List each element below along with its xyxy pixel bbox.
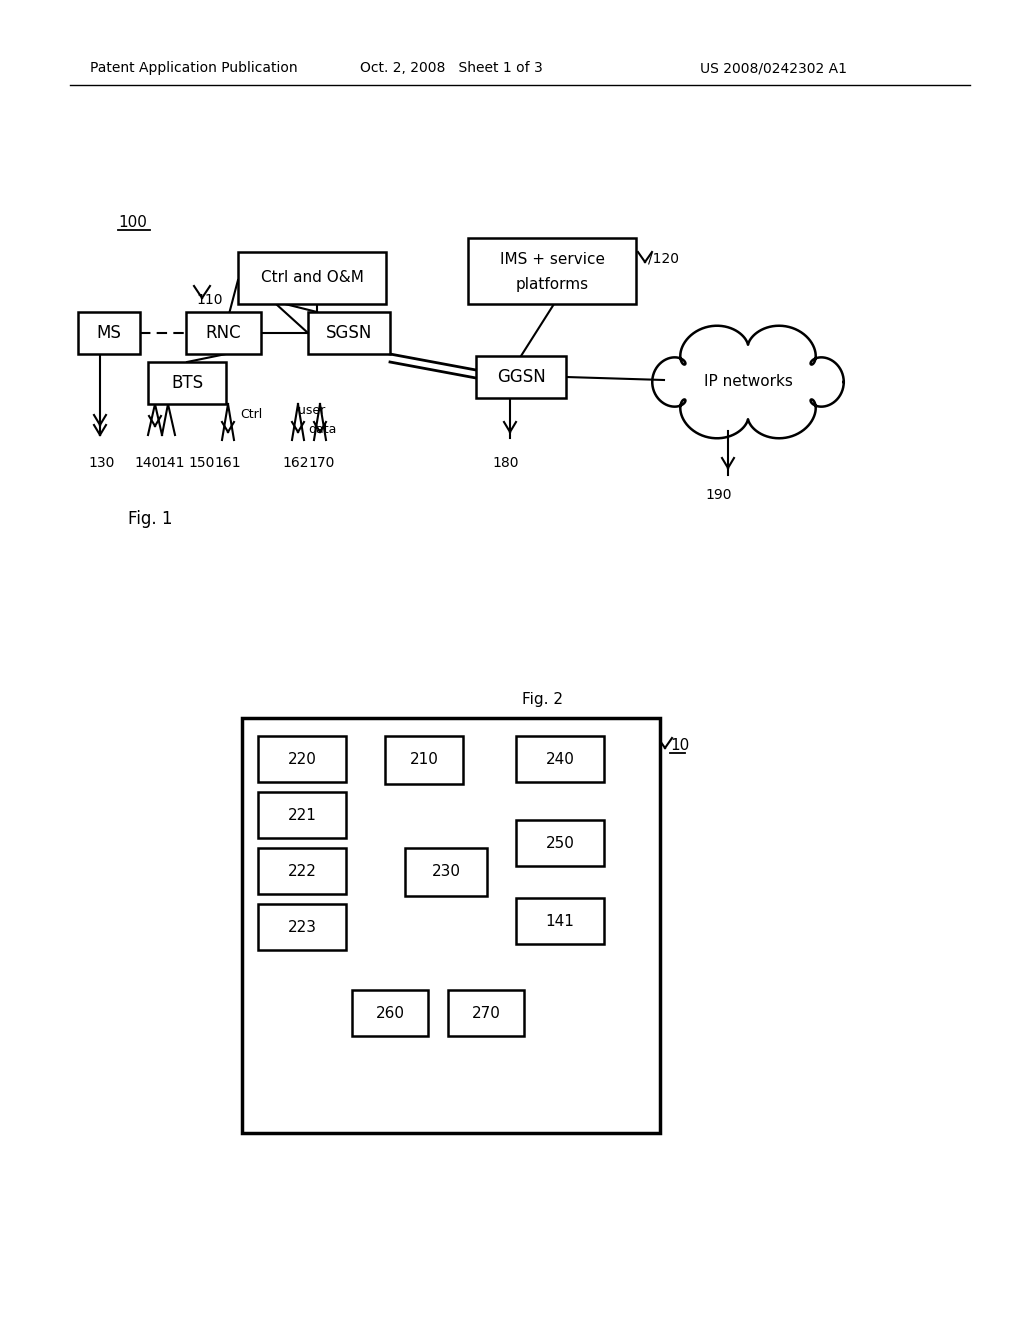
Polygon shape (652, 326, 844, 438)
Text: Fig. 2: Fig. 2 (522, 692, 563, 708)
Text: data: data (308, 408, 336, 436)
FancyBboxPatch shape (148, 362, 226, 404)
Text: 221: 221 (288, 808, 316, 822)
Text: 223: 223 (288, 920, 316, 935)
Text: 141: 141 (546, 913, 574, 928)
Text: 140: 140 (134, 455, 161, 470)
Text: MS: MS (96, 323, 122, 342)
FancyBboxPatch shape (78, 312, 140, 354)
Text: /120: /120 (648, 251, 679, 265)
Text: IMS + service: IMS + service (500, 252, 604, 268)
Text: Ctrl: Ctrl (240, 408, 262, 421)
FancyBboxPatch shape (242, 718, 660, 1133)
Text: 161: 161 (214, 455, 241, 470)
Text: Patent Application Publication: Patent Application Publication (90, 61, 298, 75)
FancyBboxPatch shape (238, 252, 386, 304)
FancyBboxPatch shape (308, 312, 390, 354)
FancyBboxPatch shape (352, 990, 428, 1036)
Text: 270: 270 (472, 1006, 501, 1020)
FancyBboxPatch shape (186, 312, 261, 354)
FancyBboxPatch shape (258, 847, 346, 894)
Text: SGSN: SGSN (326, 323, 372, 342)
Text: 210: 210 (410, 752, 438, 767)
FancyBboxPatch shape (258, 737, 346, 781)
Text: 240: 240 (546, 751, 574, 767)
Text: 260: 260 (376, 1006, 404, 1020)
Text: RNC: RNC (206, 323, 242, 342)
FancyBboxPatch shape (516, 820, 604, 866)
Text: Oct. 2, 2008   Sheet 1 of 3: Oct. 2, 2008 Sheet 1 of 3 (360, 61, 543, 75)
Text: GGSN: GGSN (497, 368, 546, 385)
Text: 222: 222 (288, 863, 316, 879)
FancyBboxPatch shape (385, 737, 463, 784)
Text: 100: 100 (118, 215, 146, 230)
Text: platforms: platforms (515, 276, 589, 292)
FancyBboxPatch shape (516, 737, 604, 781)
Text: 130: 130 (88, 455, 115, 470)
FancyBboxPatch shape (449, 990, 524, 1036)
FancyBboxPatch shape (258, 792, 346, 838)
Text: 250: 250 (546, 836, 574, 850)
FancyBboxPatch shape (258, 904, 346, 950)
Text: Fig. 1: Fig. 1 (128, 510, 172, 528)
Text: 10: 10 (670, 738, 689, 752)
Text: user: user (298, 404, 326, 417)
FancyBboxPatch shape (468, 238, 636, 304)
Text: US 2008/0242302 A1: US 2008/0242302 A1 (700, 61, 847, 75)
Text: 230: 230 (431, 865, 461, 879)
Text: BTS: BTS (171, 374, 203, 392)
FancyBboxPatch shape (516, 898, 604, 944)
Text: 170: 170 (308, 455, 335, 470)
FancyBboxPatch shape (476, 356, 566, 399)
Text: 150: 150 (188, 455, 214, 470)
Text: 220: 220 (288, 751, 316, 767)
FancyBboxPatch shape (406, 847, 487, 896)
Text: Ctrl and O&M: Ctrl and O&M (260, 271, 364, 285)
Text: 110: 110 (196, 293, 222, 308)
Text: 190: 190 (705, 488, 731, 502)
Text: 141: 141 (158, 455, 184, 470)
Text: 162: 162 (282, 455, 308, 470)
Text: 180: 180 (492, 455, 518, 470)
Text: IP networks: IP networks (703, 375, 793, 389)
